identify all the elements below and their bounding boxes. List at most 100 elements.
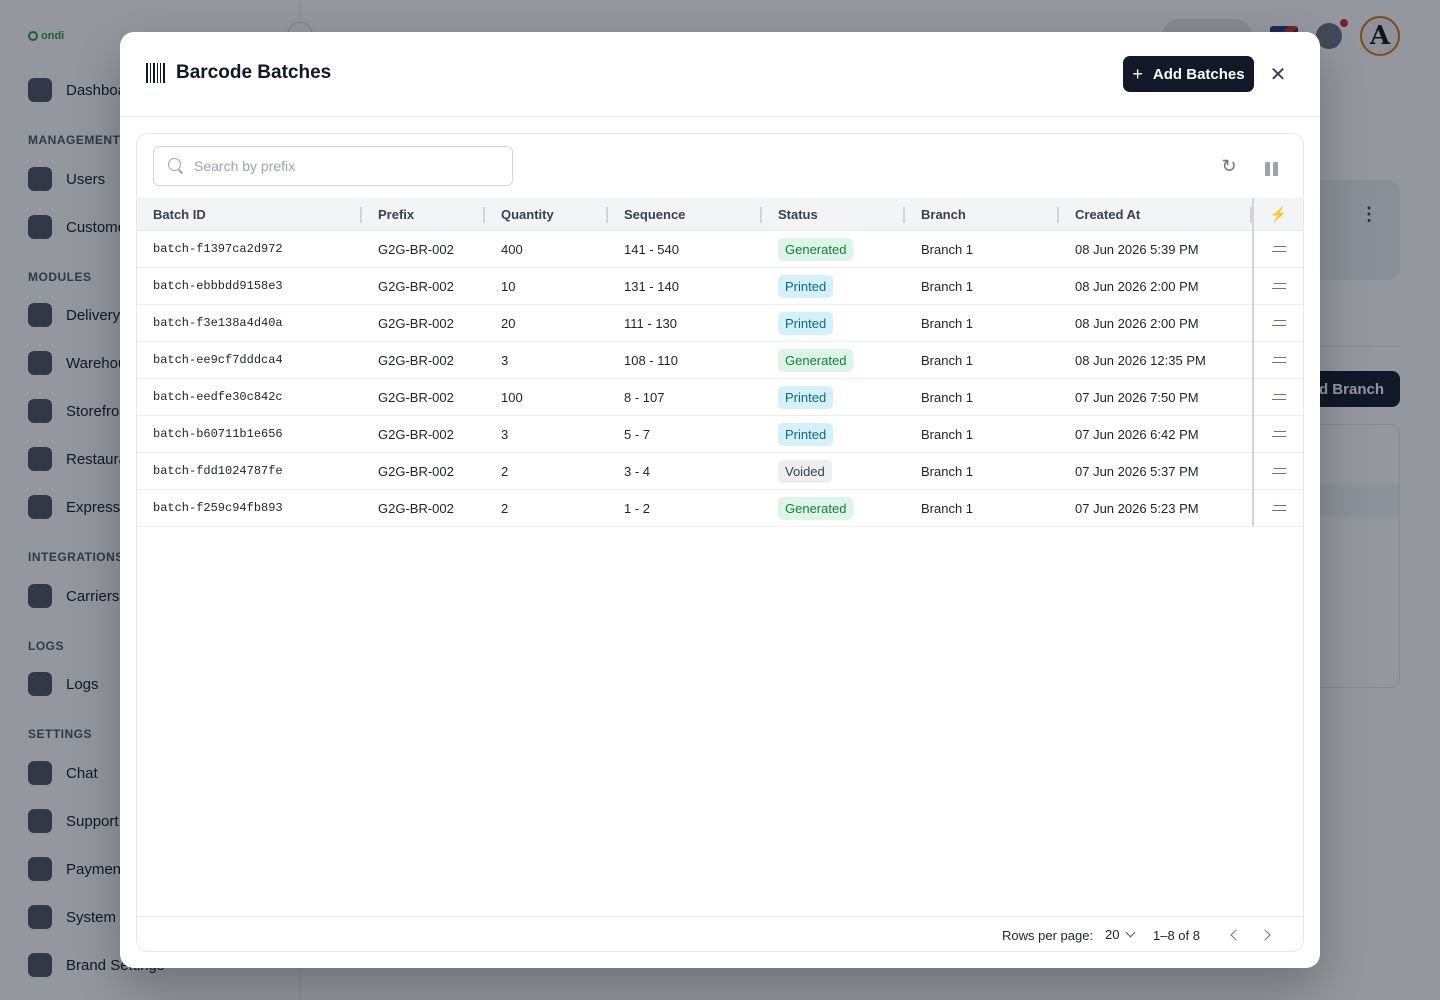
- quantity-cell: 10: [501, 278, 516, 294]
- branch-cell: Branch 1: [921, 463, 974, 479]
- columns-icon[interactable]: [1261, 156, 1281, 176]
- close-icon[interactable]: ✕: [1269, 63, 1287, 86]
- divider: [1300, 346, 1400, 347]
- sidebar-item-label: Carriers: [66, 587, 120, 605]
- row-menu-icon[interactable]: [1271, 245, 1286, 253]
- table-row[interactable]: batch-b60711b1e656 G2G-BR-002 3 5 - 7 Printe…: [137, 416, 1303, 453]
- column-header-batch-id[interactable]: Batch ID: [153, 207, 206, 222]
- gear-icon[interactable]: [1316, 19, 1348, 49]
- status-cell: Generated: [778, 490, 854, 526]
- table-row[interactable]: batch-f259c94fb893 G2G-BR-002 2 1 - 2 Genera…: [137, 490, 1303, 527]
- column-resize-handle[interactable]: [760, 207, 762, 223]
- logo-icon: [28, 31, 38, 41]
- column-header-sequence[interactable]: Sequence: [624, 207, 686, 222]
- sidebar-item-payment[interactable]: Payment: [28, 854, 125, 884]
- more-options-icon[interactable]: ⋮: [1360, 204, 1378, 224]
- table-footer: Rows per page: 20 1–8 of 8: [137, 916, 1303, 951]
- sidebar-item-support[interactable]: Support: [28, 806, 119, 836]
- chevron-right-icon: [1258, 929, 1271, 941]
- column-header-status[interactable]: Status: [778, 207, 818, 222]
- restaurant-icon: [28, 447, 52, 471]
- add-batches-button[interactable]: + Add Batches: [1123, 56, 1254, 92]
- table-row[interactable]: batch-f1397ca2d972 G2G-BR-002 400 141 - 540…: [137, 231, 1303, 268]
- sidebar-item-label: Delivery: [66, 306, 121, 324]
- table-row[interactable]: batch-ee9cf7dddca4 G2G-BR-002 3 108 - 110 Ge…: [137, 342, 1303, 379]
- created-at-cell: 07 Jun 2026 5:23 PM: [1075, 500, 1199, 516]
- column-header-quantity[interactable]: Quantity: [501, 207, 554, 222]
- prefix-cell: G2G-BR-002: [378, 241, 454, 257]
- row-menu-icon[interactable]: [1271, 467, 1286, 475]
- row-menu-icon[interactable]: [1271, 282, 1286, 290]
- modal-title-group: Barcode Batches: [146, 62, 331, 84]
- column-resize-handle[interactable]: [483, 207, 485, 223]
- rows-per-page-select[interactable]: 20: [1105, 927, 1136, 942]
- search-input[interactable]: [194, 158, 494, 174]
- prefix-cell: G2G-BR-002: [378, 426, 454, 442]
- row-menu-icon[interactable]: [1271, 393, 1286, 401]
- status-badge: Printed: [778, 385, 834, 409]
- row-menu-icon[interactable]: [1271, 504, 1286, 512]
- created-at-cell: 08 Jun 2026 5:39 PM: [1075, 241, 1199, 257]
- quantity-cell: 400: [501, 241, 523, 257]
- prev-page-button[interactable]: [1225, 926, 1243, 944]
- column-resize-handle[interactable]: [360, 207, 362, 223]
- table-row[interactable]: batch-ebbbdd9158e3 G2G-BR-002 10 131 - 140 P…: [137, 268, 1303, 305]
- column-resize-handle[interactable]: [1250, 207, 1252, 223]
- branch-cell: Branch 1: [921, 241, 974, 257]
- created-at-cell: 07 Jun 2026 7:50 PM: [1075, 389, 1199, 405]
- actions-column: ⚡: [1252, 198, 1303, 527]
- quantity-cell: 100: [501, 389, 523, 405]
- row-menu-icon[interactable]: [1271, 319, 1286, 327]
- prefix-cell: G2G-BR-002: [378, 463, 454, 479]
- table-row[interactable]: batch-eedfe30c842c G2G-BR-002 100 8 - 107 Pr…: [137, 379, 1303, 416]
- table-row[interactable]: batch-fdd1024787fe G2G-BR-002 2 3 - 4 Voided…: [137, 453, 1303, 490]
- table-body: batch-f1397ca2d972 G2G-BR-002 400 141 - 540…: [137, 231, 1303, 527]
- user-icon: [28, 167, 52, 191]
- brand-logo[interactable]: ondi: [28, 30, 64, 42]
- search-box[interactable]: [153, 146, 513, 186]
- column-header-branch[interactable]: Branch: [921, 207, 966, 222]
- nav-section-modules: MODULES: [28, 270, 92, 284]
- status-badge: Printed: [778, 274, 834, 298]
- sequence-cell: 5 - 7: [624, 426, 651, 442]
- brand-settings-icon: [28, 953, 52, 977]
- column-header-created-at[interactable]: Created At: [1075, 207, 1141, 222]
- branch-cell: Branch 1: [921, 500, 974, 516]
- status-badge: Printed: [778, 311, 834, 335]
- column-resize-handle[interactable]: [606, 207, 608, 223]
- row-menu-icon[interactable]: [1271, 430, 1286, 438]
- sidebar-item-label: Storefront: [66, 402, 132, 420]
- avatar[interactable]: A: [1360, 16, 1400, 56]
- column-resize-handle[interactable]: [1057, 207, 1059, 223]
- column-header-prefix[interactable]: Prefix: [378, 207, 415, 222]
- table-row[interactable]: batch-f3e138a4d40a G2G-BR-002 20 111 - 130 P…: [137, 305, 1303, 342]
- prefix-cell: G2G-BR-002: [378, 315, 454, 331]
- row-actions-cell: [1254, 490, 1303, 527]
- rows-per-page-label: Rows per page:: [1002, 928, 1094, 943]
- plus-icon: +: [1132, 64, 1143, 84]
- next-page-button[interactable]: [1257, 926, 1275, 944]
- sidebar-item-chat[interactable]: Chat: [28, 758, 98, 788]
- batch-id-cell: batch-f3e138a4d40a: [153, 316, 283, 330]
- modal-header: Barcode Batches + Add Batches ✕: [120, 32, 1320, 117]
- row-actions-cell: [1254, 379, 1303, 416]
- logo-text: ondi: [41, 30, 65, 42]
- row-menu-icon[interactable]: [1271, 356, 1286, 364]
- refresh-icon[interactable]: ↻: [1221, 155, 1237, 176]
- status-badge: Generated: [778, 237, 854, 261]
- sidebar-item-carriers[interactable]: Carriers: [28, 581, 119, 611]
- column-resize-handle[interactable]: [903, 207, 905, 223]
- sidebar-item-delivery[interactable]: Delivery: [28, 300, 120, 330]
- sidebar-item-users[interactable]: Users: [28, 164, 105, 194]
- batches-table: Batch ID Prefix Quantity Sequence Status Bran…: [137, 198, 1303, 527]
- chevron-down-icon: [1126, 927, 1136, 938]
- sidebar-item-label: Logs: [66, 675, 99, 693]
- sidebar-item-logs[interactable]: Logs: [28, 669, 99, 699]
- sidebar-item-express[interactable]: Express: [28, 492, 120, 522]
- sidebar-item-storefront[interactable]: Storefront: [28, 396, 132, 426]
- system-settings-icon: [28, 905, 52, 929]
- support-icon: [28, 809, 52, 833]
- box-icon: [28, 495, 52, 519]
- branch-cell: Branch 1: [921, 278, 974, 294]
- batch-id-cell: batch-eedfe30c842c: [153, 390, 283, 404]
